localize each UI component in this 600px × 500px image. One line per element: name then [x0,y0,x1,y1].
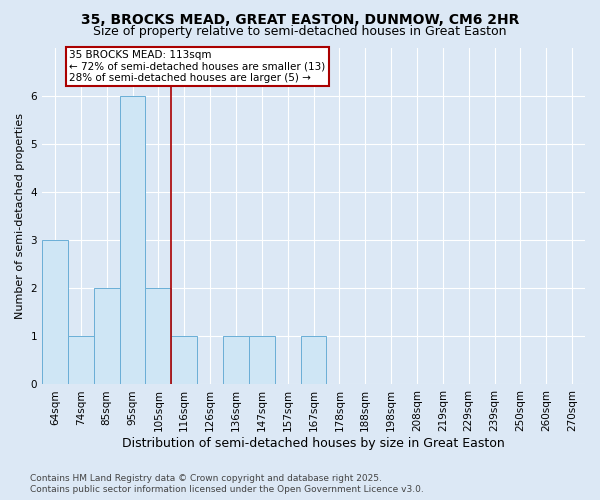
Y-axis label: Number of semi-detached properties: Number of semi-detached properties [15,113,25,319]
Bar [145,288,172,384]
Bar [301,336,326,384]
Bar [119,96,145,385]
Bar [249,336,275,384]
X-axis label: Distribution of semi-detached houses by size in Great Easton: Distribution of semi-detached houses by … [122,437,505,450]
Text: Contains HM Land Registry data © Crown copyright and database right 2025.
Contai: Contains HM Land Registry data © Crown c… [30,474,424,494]
Bar [223,336,249,384]
Bar [94,288,119,384]
Bar [68,336,94,384]
Text: 35 BROCKS MEAD: 113sqm
← 72% of semi-detached houses are smaller (13)
28% of sem: 35 BROCKS MEAD: 113sqm ← 72% of semi-det… [69,50,325,83]
Text: 35, BROCKS MEAD, GREAT EASTON, DUNMOW, CM6 2HR: 35, BROCKS MEAD, GREAT EASTON, DUNMOW, C… [81,12,519,26]
Text: Size of property relative to semi-detached houses in Great Easton: Size of property relative to semi-detach… [93,25,507,38]
Bar [172,336,197,384]
Bar [42,240,68,384]
